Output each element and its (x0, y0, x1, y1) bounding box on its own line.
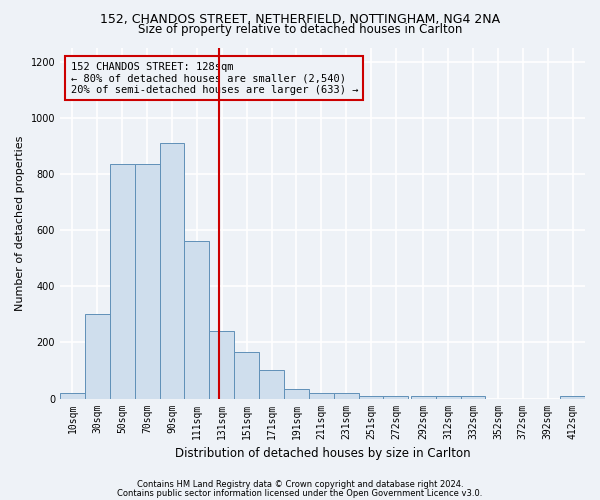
Y-axis label: Number of detached properties: Number of detached properties (15, 136, 25, 310)
Text: Contains public sector information licensed under the Open Government Licence v3: Contains public sector information licen… (118, 488, 482, 498)
Bar (209, 331, 234, 398)
Bar (184, 242, 209, 398)
Text: 152 CHANDOS STREET: 128sqm
← 80% of detached houses are smaller (2,540)
20% of s: 152 CHANDOS STREET: 128sqm ← 80% of deta… (71, 62, 358, 94)
Bar (461, 396, 485, 398)
Bar (560, 396, 585, 398)
Bar (383, 396, 409, 398)
Text: Size of property relative to detached houses in Carlton: Size of property relative to detached ho… (138, 22, 462, 36)
Bar (411, 396, 436, 398)
Bar (234, 352, 259, 399)
Bar (436, 396, 461, 398)
Bar (85, 314, 110, 398)
Bar (309, 393, 334, 398)
Text: Contains HM Land Registry data © Crown copyright and database right 2024.: Contains HM Land Registry data © Crown c… (137, 480, 463, 489)
Bar (134, 164, 160, 398)
Bar (259, 370, 284, 398)
Bar (334, 393, 359, 398)
Bar (160, 143, 184, 399)
Bar (359, 396, 383, 398)
Bar (60, 393, 85, 398)
X-axis label: Distribution of detached houses by size in Carlton: Distribution of detached houses by size … (175, 447, 470, 460)
Bar (110, 164, 134, 398)
Text: 152, CHANDOS STREET, NETHERFIELD, NOTTINGHAM, NG4 2NA: 152, CHANDOS STREET, NETHERFIELD, NOTTIN… (100, 12, 500, 26)
Bar (284, 388, 309, 398)
